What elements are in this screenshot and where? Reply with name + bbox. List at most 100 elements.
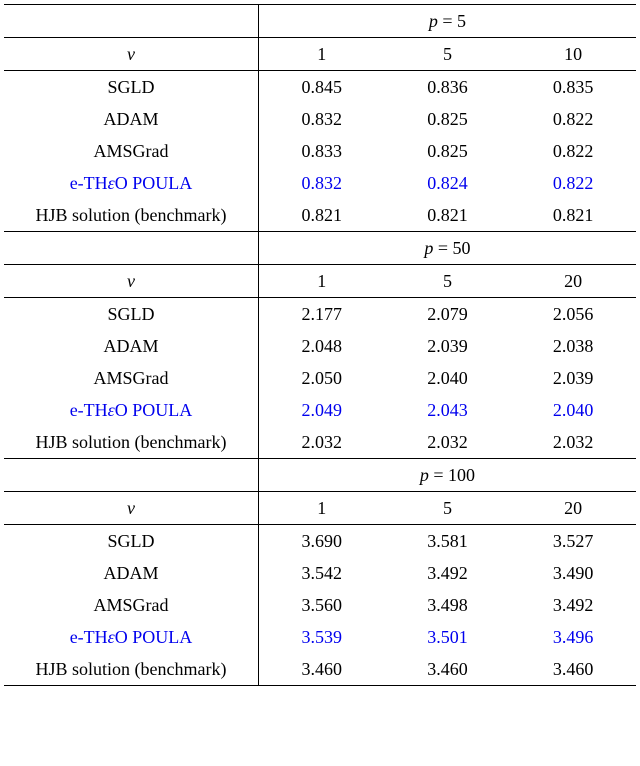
section-header-row: p = 100 <box>4 459 636 492</box>
table-row: SGLD0.8450.8360.835 <box>4 71 636 104</box>
table-row: HJB solution (benchmark)3.4603.4603.460 <box>4 653 636 686</box>
row-value: 2.040 <box>385 362 511 394</box>
section-header-blank <box>4 459 258 492</box>
row-value: 2.039 <box>510 362 636 394</box>
row-value: 3.492 <box>510 589 636 621</box>
section-header-p: p = 100 <box>258 459 636 492</box>
row-value: 2.049 <box>258 394 384 426</box>
table-row: SGLD2.1772.0792.056 <box>4 298 636 331</box>
row-value: 2.056 <box>510 298 636 331</box>
row-value: 3.498 <box>385 589 511 621</box>
row-value: 0.822 <box>510 167 636 199</box>
row-label: SGLD <box>4 298 258 331</box>
row-label: HJB solution (benchmark) <box>4 199 258 232</box>
section-header-p: p = 5 <box>258 5 636 38</box>
row-value: 2.032 <box>385 426 511 459</box>
row-value: 0.836 <box>385 71 511 104</box>
row-value: 3.492 <box>385 557 511 589</box>
row-label: HJB solution (benchmark) <box>4 653 258 686</box>
nu-value: 1 <box>258 492 384 525</box>
row-value: 2.032 <box>258 426 384 459</box>
nu-label: ν <box>4 492 258 525</box>
table-row: e-THεO POULA2.0492.0432.040 <box>4 394 636 426</box>
nu-value: 5 <box>385 38 511 71</box>
row-label: e-THεO POULA <box>4 394 258 426</box>
row-label: AMSGrad <box>4 589 258 621</box>
row-value: 2.079 <box>385 298 511 331</box>
row-value: 3.539 <box>258 621 384 653</box>
nu-value: 5 <box>385 492 511 525</box>
row-label: HJB solution (benchmark) <box>4 426 258 459</box>
row-value: 3.460 <box>510 653 636 686</box>
row-value: 0.824 <box>385 167 511 199</box>
row-value: 0.825 <box>385 103 511 135</box>
table-row: ADAM2.0482.0392.038 <box>4 330 636 362</box>
nu-header-row: ν1510 <box>4 38 636 71</box>
row-value: 2.039 <box>385 330 511 362</box>
section-header-p: p = 50 <box>258 232 636 265</box>
table-row: AMSGrad0.8330.8250.822 <box>4 135 636 167</box>
row-value: 2.038 <box>510 330 636 362</box>
row-label: e-THεO POULA <box>4 167 258 199</box>
nu-value: 1 <box>258 38 384 71</box>
row-value: 0.825 <box>385 135 511 167</box>
table-row: ADAM0.8320.8250.822 <box>4 103 636 135</box>
row-value: 3.542 <box>258 557 384 589</box>
row-value: 0.821 <box>385 199 511 232</box>
table-row: ADAM3.5423.4923.490 <box>4 557 636 589</box>
row-label: AMSGrad <box>4 135 258 167</box>
row-label: ADAM <box>4 103 258 135</box>
section-header-blank <box>4 5 258 38</box>
row-value: 0.821 <box>510 199 636 232</box>
row-value: 2.050 <box>258 362 384 394</box>
section-header-row: p = 5 <box>4 5 636 38</box>
row-value: 0.832 <box>258 103 384 135</box>
table-row: e-THεO POULA0.8320.8240.822 <box>4 167 636 199</box>
row-value: 0.822 <box>510 135 636 167</box>
row-value: 2.048 <box>258 330 384 362</box>
row-value: 0.821 <box>258 199 384 232</box>
table-row: AMSGrad3.5603.4983.492 <box>4 589 636 621</box>
row-value: 3.501 <box>385 621 511 653</box>
table-row: e-THεO POULA3.5393.5013.496 <box>4 621 636 653</box>
row-value: 0.835 <box>510 71 636 104</box>
row-label: ADAM <box>4 330 258 362</box>
row-value: 2.177 <box>258 298 384 331</box>
results-table: p = 5ν1510SGLD0.8450.8360.835ADAM0.8320.… <box>4 4 636 686</box>
row-label: SGLD <box>4 71 258 104</box>
row-value: 0.832 <box>258 167 384 199</box>
nu-value: 20 <box>510 492 636 525</box>
nu-label: ν <box>4 38 258 71</box>
row-label: SGLD <box>4 525 258 558</box>
row-value: 2.032 <box>510 426 636 459</box>
row-value: 3.490 <box>510 557 636 589</box>
row-value: 3.527 <box>510 525 636 558</box>
section-header-row: p = 50 <box>4 232 636 265</box>
bottom-rule-cell <box>258 686 636 687</box>
bottom-rule-cell <box>4 686 258 687</box>
row-value: 0.822 <box>510 103 636 135</box>
nu-label: ν <box>4 265 258 298</box>
row-value: 3.496 <box>510 621 636 653</box>
row-label: ADAM <box>4 557 258 589</box>
row-value: 0.833 <box>258 135 384 167</box>
nu-header-row: ν1520 <box>4 265 636 298</box>
nu-value: 5 <box>385 265 511 298</box>
section-header-blank <box>4 232 258 265</box>
row-value: 2.040 <box>510 394 636 426</box>
bottom-rule <box>4 686 636 687</box>
table-row: AMSGrad2.0502.0402.039 <box>4 362 636 394</box>
row-label: e-THεO POULA <box>4 621 258 653</box>
row-value: 3.690 <box>258 525 384 558</box>
nu-value: 20 <box>510 265 636 298</box>
row-value: 3.560 <box>258 589 384 621</box>
table-row: SGLD3.6903.5813.527 <box>4 525 636 558</box>
table-row: HJB solution (benchmark)2.0322.0322.032 <box>4 426 636 459</box>
table-row: HJB solution (benchmark)0.8210.8210.821 <box>4 199 636 232</box>
nu-header-row: ν1520 <box>4 492 636 525</box>
nu-value: 1 <box>258 265 384 298</box>
row-value: 0.845 <box>258 71 384 104</box>
nu-value: 10 <box>510 38 636 71</box>
row-value: 3.460 <box>385 653 511 686</box>
row-label: AMSGrad <box>4 362 258 394</box>
